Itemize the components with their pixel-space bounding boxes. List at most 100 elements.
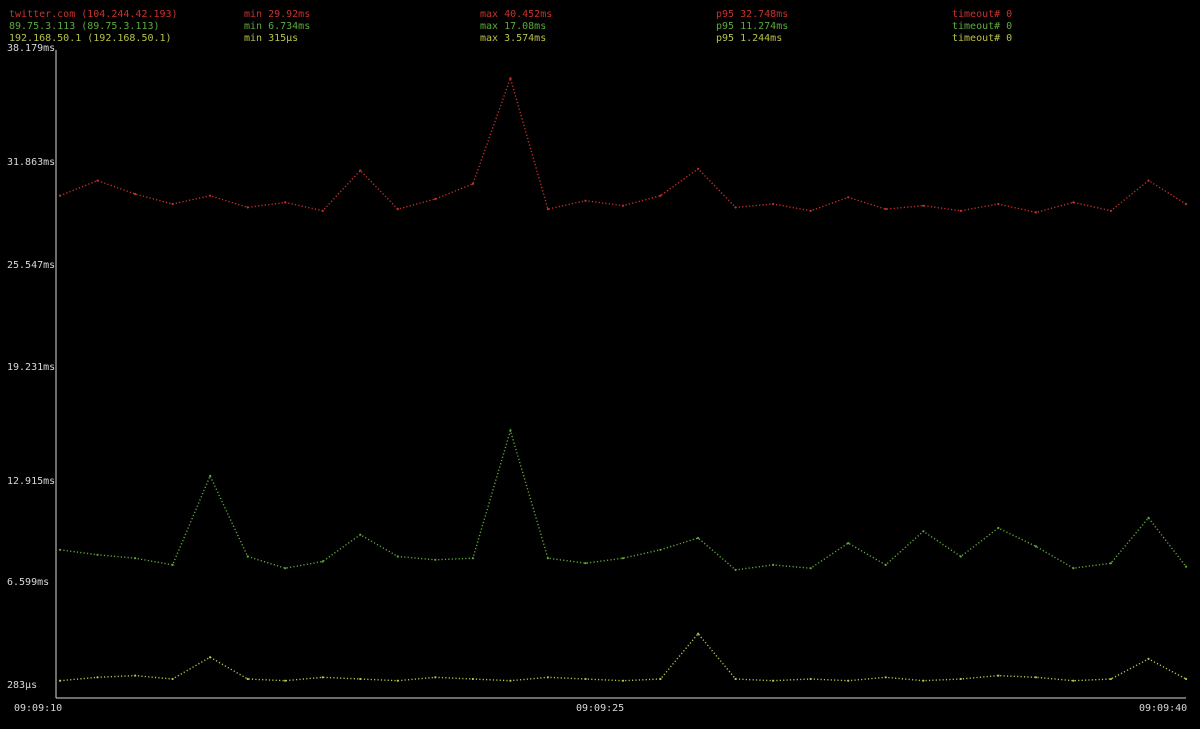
host-name: twitter.com (104.244.42.193)	[9, 9, 178, 20]
data-point	[209, 656, 212, 659]
data-point	[584, 199, 587, 202]
data-point	[171, 677, 174, 681]
series-layer	[58, 75, 1188, 682]
host-p95: p95 11.274ms	[716, 21, 789, 32]
data-point	[396, 679, 399, 682]
data-point	[471, 557, 474, 560]
data-point	[1184, 565, 1188, 568]
data-point	[471, 182, 474, 185]
host-max: max 40.452ms	[480, 9, 553, 20]
data-point	[246, 206, 249, 209]
data-point	[772, 679, 775, 682]
x-tick-label: 09:09:25	[576, 703, 625, 714]
x-tick-label: 09:09:40	[1139, 703, 1188, 714]
data-point	[847, 542, 850, 545]
data-point	[434, 558, 437, 561]
data-point	[546, 208, 550, 211]
data-point	[171, 563, 174, 567]
data-point	[621, 557, 625, 560]
data-point	[509, 679, 512, 682]
data-point	[509, 429, 512, 432]
data-point	[997, 674, 1000, 677]
data-point	[922, 204, 925, 207]
data-point	[959, 209, 962, 212]
host-p95: p95 32.748ms	[716, 9, 789, 20]
host-stats-row-2: 89.75.3.113 (89.75.3.113) min 6.734ms ma…	[9, 21, 1012, 33]
data-point	[809, 677, 812, 681]
data-point	[734, 206, 737, 209]
data-point	[847, 679, 850, 682]
data-point	[621, 204, 625, 207]
host-p95: p95 1.244ms	[716, 33, 783, 44]
data-point	[659, 548, 662, 551]
host-timeouts: timeout# 0	[952, 9, 1013, 20]
data-point	[171, 202, 174, 206]
data-point	[246, 677, 249, 681]
data-point	[546, 557, 550, 560]
host-timeouts: timeout# 0	[952, 33, 1013, 44]
data-point	[359, 677, 362, 681]
data-point	[359, 169, 362, 172]
y-tick-label: 38.179ms	[7, 43, 56, 54]
data-point	[997, 526, 1000, 530]
data-point	[959, 677, 962, 681]
y-tick-label: 25.547ms	[7, 260, 56, 271]
data-point	[284, 201, 287, 204]
data-point	[847, 196, 850, 199]
data-point	[134, 192, 137, 196]
data-point	[1184, 202, 1188, 206]
y-tick-label: 283µs	[7, 680, 38, 691]
host-max: max 3.574ms	[480, 33, 547, 44]
data-point	[997, 202, 1000, 206]
data-point	[96, 676, 99, 679]
host-name: 192.168.50.1 (192.168.50.1)	[9, 33, 172, 44]
data-point	[772, 563, 775, 567]
data-point	[58, 679, 62, 682]
data-point	[1109, 677, 1112, 681]
data-point	[396, 208, 399, 211]
data-point	[1034, 676, 1037, 679]
data-point	[1109, 562, 1112, 565]
data-point	[584, 562, 587, 565]
series-trace	[59, 428, 1187, 571]
data-point	[434, 676, 437, 679]
host-min: min 6.734ms	[244, 21, 311, 32]
data-point	[96, 553, 99, 556]
data-point	[1109, 209, 1112, 212]
y-tick-label: 12.915ms	[7, 476, 56, 487]
data-point	[209, 474, 212, 477]
data-point	[659, 194, 662, 197]
y-tick-label: 6.599ms	[7, 577, 50, 588]
data-point	[284, 567, 287, 570]
host-min: min 315µs	[244, 33, 299, 44]
data-point	[58, 548, 62, 551]
data-point	[284, 679, 287, 682]
data-point	[734, 677, 737, 681]
data-point	[546, 676, 550, 679]
data-point	[922, 530, 925, 533]
data-point	[1147, 657, 1150, 661]
data-point	[659, 677, 662, 681]
data-point	[1147, 179, 1150, 182]
data-point	[772, 202, 775, 206]
data-point	[922, 679, 925, 682]
data-point	[134, 674, 137, 677]
data-point	[1072, 679, 1075, 682]
data-point	[58, 194, 62, 197]
latency-series-3	[58, 632, 1188, 682]
data-point	[621, 679, 625, 682]
data-point	[509, 77, 512, 80]
x-tick-label: 09:09:10	[14, 703, 63, 714]
host-min: min 29.92ms	[244, 9, 311, 20]
data-point	[96, 179, 99, 182]
host-name: 89.75.3.113 (89.75.3.113)	[9, 21, 160, 32]
data-point	[396, 555, 399, 558]
data-point	[1147, 516, 1150, 520]
host-stats-row-3: 192.168.50.1 (192.168.50.1) min 315µs ma…	[9, 33, 1012, 45]
data-point	[809, 567, 812, 570]
host-max: max 17.08ms	[480, 21, 547, 32]
series-trace	[59, 75, 1187, 214]
data-point	[884, 563, 887, 567]
data-point	[246, 555, 249, 558]
host-stats-row-1: twitter.com (104.244.42.193) min 29.92ms…	[9, 9, 1012, 21]
